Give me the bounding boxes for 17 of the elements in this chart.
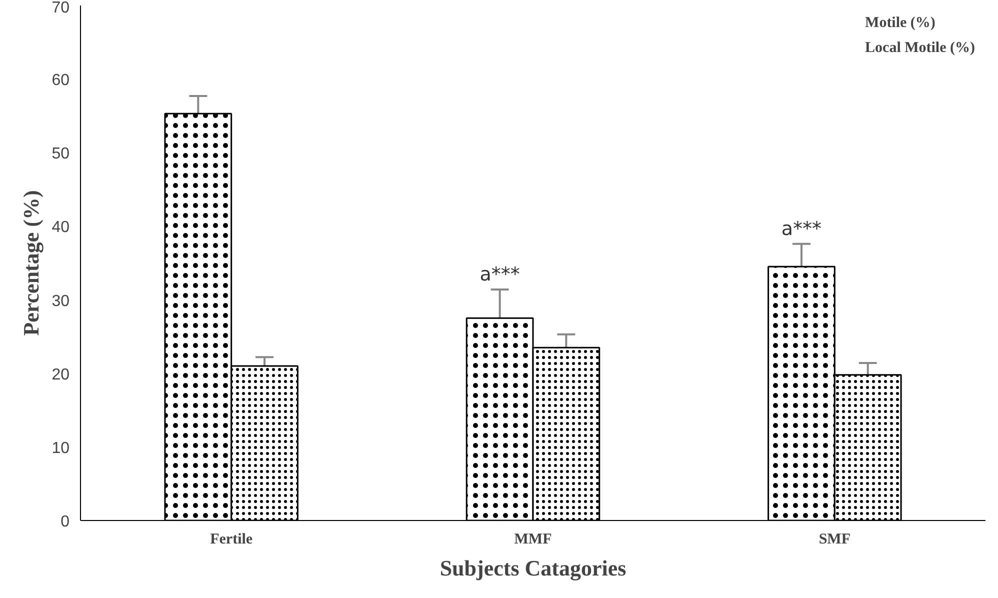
y-tick-label: 20 [52,366,70,384]
x-tick-label: SMF [818,532,851,548]
y-tick-label: 10 [52,440,70,457]
y-axis-title: Percentage (%) [18,190,44,336]
x-tick-label: MMF [514,532,552,548]
y-tick-label: 40 [52,219,70,236]
y-tick-label: 50 [52,146,70,163]
y-tick-label: 70 [52,0,70,16]
text: Motile (%) [865,15,936,32]
annotation: a*** [781,218,822,240]
y-tick-label: 0 [60,514,70,530]
x-axis-title: Subjects Catagories [440,556,627,580]
y-tick-label: 60 [52,72,70,90]
x-tick-label: Fertile [210,532,253,548]
annotation: a*** [480,263,520,286]
y-tick-label: 30 [52,292,70,310]
text: Local Motile (%) [865,40,975,57]
